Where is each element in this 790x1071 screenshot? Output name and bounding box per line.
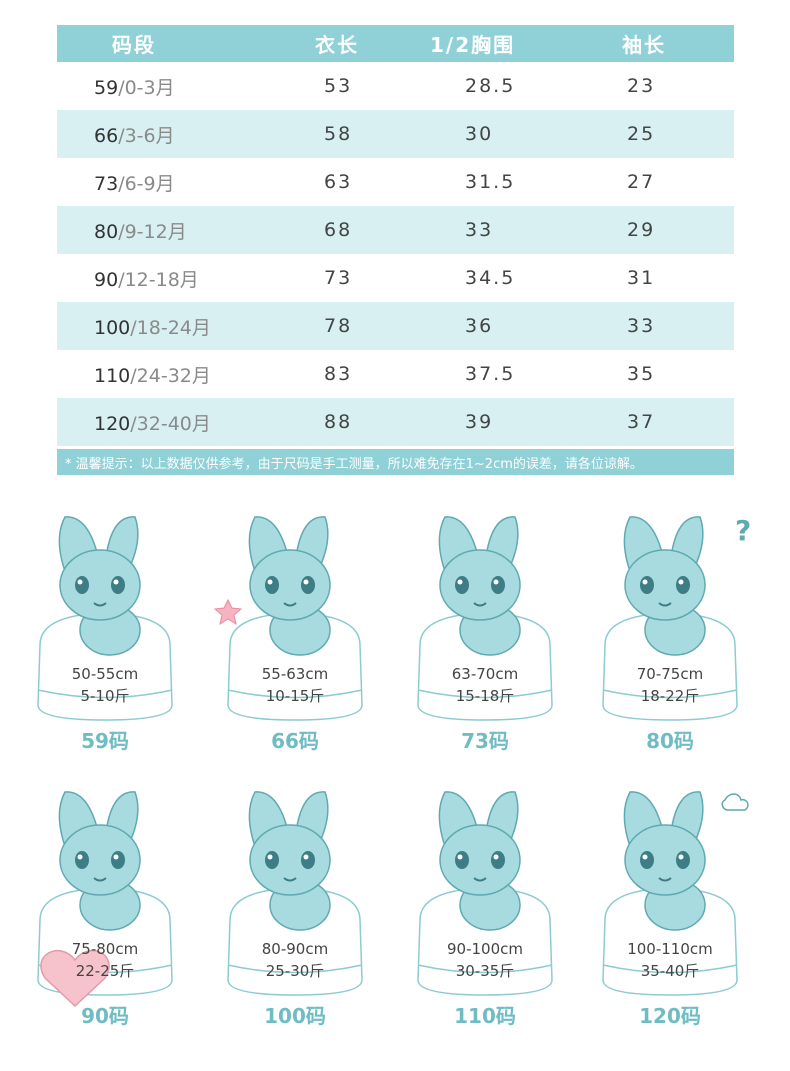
table-row: 73/6-9月 63 31.5 27: [57, 158, 734, 206]
sleeve-cell: 25: [627, 123, 656, 145]
chest-cell: 36: [465, 315, 494, 337]
table-header: 码段 衣长 1/2胸围 袖长: [57, 25, 734, 62]
height-range: 90-100cm: [447, 940, 523, 958]
size-value: 110: [94, 364, 131, 387]
size-table: 码段 衣长 1/2胸围 袖长 59/0-3月 53 28.5 23 66/3-6月 58 3…: [57, 25, 734, 475]
height-range: 80-90cm: [261, 940, 329, 958]
size-label: 90码: [81, 1004, 129, 1028]
age-value: /12-18月: [118, 268, 199, 291]
size-value: 90: [94, 268, 119, 291]
chest-cell: 39: [465, 411, 494, 433]
table-row: 120/32-40月 88 39 37: [57, 398, 734, 446]
height-range: 70-75cm: [636, 665, 704, 683]
size-cell: 66/3-6月: [94, 121, 175, 148]
height-range: 63-70cm: [451, 665, 519, 683]
chest-cell: 33: [465, 219, 494, 241]
size-value: 80: [94, 220, 119, 243]
chest-cell: 28.5: [465, 75, 516, 97]
size-cell: 110/24-32月: [94, 361, 211, 388]
age-value: /32-40月: [130, 412, 211, 435]
length-cell: 53: [324, 75, 353, 97]
age-value: /0-3月: [118, 76, 175, 99]
length-cell: 68: [324, 219, 353, 241]
size-cell: 80/9-12月: [94, 217, 187, 244]
chest-cell: 34.5: [465, 267, 516, 289]
length-cell: 88: [324, 411, 353, 433]
weight-range: 18-22斤: [640, 687, 700, 705]
length-cell: 78: [324, 315, 353, 337]
size-card: 63-70cm 15-18斤 73码: [400, 505, 570, 755]
size-card: 75-80cm 22-25斤 90码: [20, 780, 190, 1030]
size-value: 100: [94, 316, 131, 339]
size-value: 66: [94, 124, 119, 147]
size-label: 100码: [264, 1004, 326, 1028]
table-row: 110/24-32月 83 37.5 35: [57, 350, 734, 398]
table-row: 59/0-3月 53 28.5 23: [57, 62, 734, 110]
length-cell: 83: [324, 363, 353, 385]
size-card: 100-110cm 35-40斤 120码: [585, 780, 755, 1030]
chest-cell: 30: [465, 123, 494, 145]
size-label: 59码: [81, 729, 129, 753]
weight-range: 25-30斤: [265, 962, 325, 980]
chest-cell: 31.5: [465, 171, 516, 193]
length-cell: 63: [324, 171, 353, 193]
height-range: 100-110cm: [627, 940, 713, 958]
size-card: ? 70-75cm 18-22斤 80码: [585, 505, 755, 755]
size-label: 66码: [271, 729, 319, 753]
header-chest: 1/2胸围: [430, 33, 516, 57]
weight-range: 30-35斤: [455, 962, 515, 980]
size-card: 80-90cm 25-30斤 100码: [210, 780, 380, 1030]
size-value: 59: [94, 76, 119, 99]
length-cell: 73: [324, 267, 353, 289]
height-range: 55-63cm: [261, 665, 329, 683]
height-range: 50-55cm: [71, 665, 139, 683]
age-value: /9-12月: [118, 220, 187, 243]
sleeve-cell: 35: [627, 363, 656, 385]
weight-range: 35-40斤: [640, 962, 700, 980]
age-value: /6-9月: [118, 172, 175, 195]
size-card: 50-55cm 5-10斤 59码: [20, 505, 190, 755]
size-value: 73: [94, 172, 119, 195]
age-value: /24-32月: [130, 364, 211, 387]
length-cell: 58: [324, 123, 353, 145]
age-value: /3-6月: [118, 124, 175, 147]
table-row: 80/9-12月 68 33 29: [57, 206, 734, 254]
size-label: 120码: [639, 1004, 701, 1028]
height-range: 75-80cm: [71, 940, 139, 958]
size-cell: 73/6-9月: [94, 169, 175, 196]
header-size: 码段: [112, 33, 156, 57]
size-cell: 120/32-40月: [94, 409, 211, 436]
sleeve-cell: 29: [627, 219, 656, 241]
chest-cell: 37.5: [465, 363, 516, 385]
size-label: 110码: [454, 1004, 516, 1028]
header-length: 衣长: [315, 33, 359, 57]
size-cell: 59/0-3月: [94, 73, 175, 100]
size-label: 80码: [646, 729, 694, 753]
size-value: 120: [94, 412, 131, 435]
sleeve-cell: 23: [627, 75, 656, 97]
size-card: 90-100cm 30-35斤 110码: [400, 780, 570, 1030]
svg-text:?: ?: [735, 514, 751, 547]
weight-range: 15-18斤: [455, 687, 515, 705]
sleeve-cell: 31: [627, 267, 656, 289]
sleeve-cell: 27: [627, 171, 656, 193]
tip-note: * 温馨提示：以上数据仅供参考，由于尺码是手工测量，所以难免存在1~2cm的误差…: [57, 449, 734, 475]
weight-range: 10-15斤: [265, 687, 325, 705]
weight-range: 22-25斤: [75, 962, 135, 980]
age-value: /18-24月: [130, 316, 211, 339]
sleeve-cell: 33: [627, 315, 656, 337]
weight-range: 5-10斤: [80, 687, 130, 705]
sleeve-cell: 37: [627, 411, 656, 433]
header-sleeve: 袖长: [622, 33, 666, 57]
size-card: 55-63cm 10-15斤 66码: [210, 505, 380, 755]
table-row: 100/18-24月 78 36 33: [57, 302, 734, 350]
size-label: 73码: [461, 729, 509, 753]
table-row: 90/12-18月 73 34.5 31: [57, 254, 734, 302]
size-cell: 100/18-24月: [94, 313, 211, 340]
table-row: 66/3-6月 58 30 25: [57, 110, 734, 158]
size-cell: 90/12-18月: [94, 265, 199, 292]
